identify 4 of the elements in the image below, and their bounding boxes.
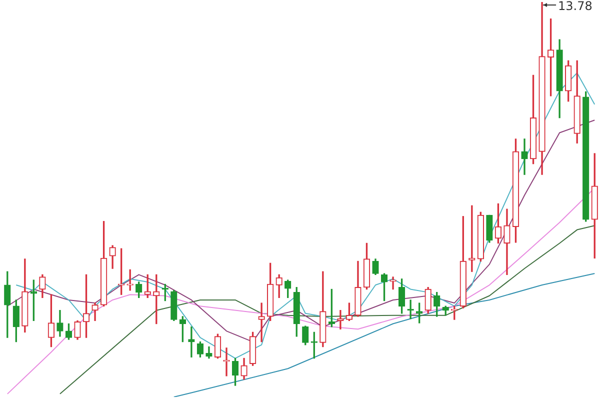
candlestick [521, 138, 528, 175]
annotation: 13.78 [558, 0, 592, 14]
candlestick [258, 302, 265, 342]
candlestick [188, 326, 195, 358]
